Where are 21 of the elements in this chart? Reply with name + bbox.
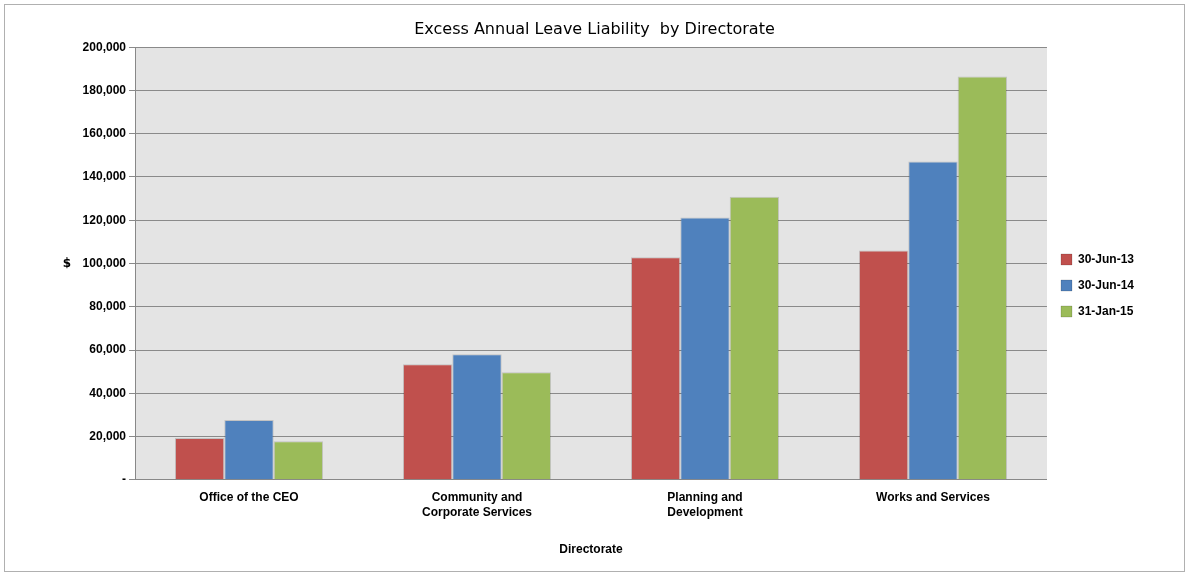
- y-tick-label: 140,000: [82, 169, 127, 184]
- y-tick-label: -: [122, 472, 126, 487]
- x-tick-label: Office of the CEO: [199, 490, 299, 505]
- legend-label: 30-Jun-13: [1077, 251, 1135, 266]
- y-tick-label: 100,000: [82, 255, 127, 270]
- x-tick-label: Community and Corporate Services: [421, 490, 533, 519]
- x-tick-label: Planning and Development: [667, 490, 743, 519]
- chart-title: Excess Annual Leave Liability by Directorate: [414, 18, 775, 38]
- x-tick-label: Works and Services: [876, 490, 991, 505]
- y-tick-label: 80,000: [89, 299, 127, 314]
- legend-label: 31-Jan-15: [1077, 303, 1134, 318]
- y-tick-label: 60,000: [89, 342, 127, 357]
- x-axis-title: Directorate: [559, 542, 623, 557]
- y-tick-label: 20,000: [89, 428, 127, 443]
- y-tick-label: 180,000: [82, 82, 127, 97]
- y-tick-label: 40,000: [89, 385, 127, 400]
- y-tick-label: 200,000: [82, 39, 127, 54]
- y-tick-label: 160,000: [82, 126, 127, 141]
- legend-label: 30-Jun-14: [1077, 277, 1135, 292]
- y-tick-label: 120,000: [82, 212, 127, 227]
- y-axis-title: $: [62, 255, 72, 270]
